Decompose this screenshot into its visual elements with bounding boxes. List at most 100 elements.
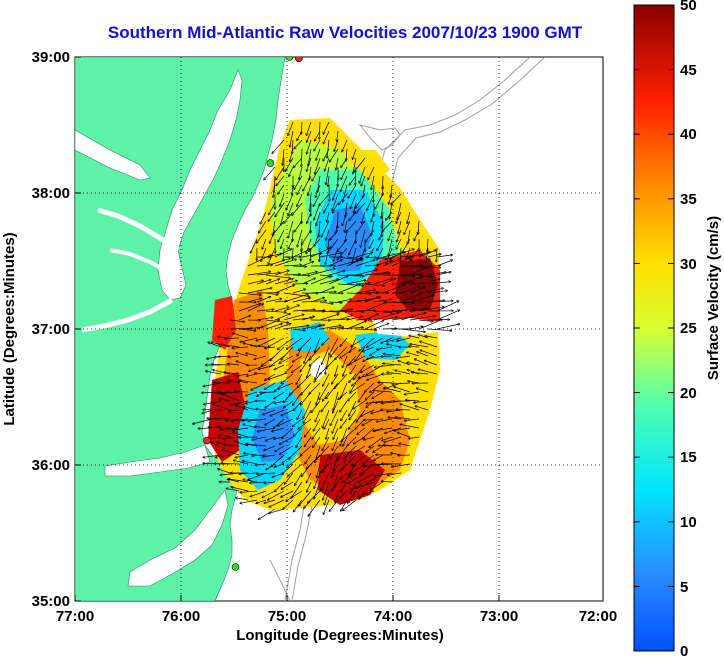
velocity-vector: [355, 193, 366, 208]
james-river: [81, 297, 174, 333]
velocity-vector: [222, 436, 240, 439]
velocity-vector: [332, 373, 339, 384]
velocity-vector: [278, 184, 285, 194]
velocity-vector: [382, 220, 393, 232]
velocity-vector: [274, 324, 291, 330]
velocity-vector: [388, 229, 393, 241]
velocity-vector: [248, 472, 267, 480]
velocity-vector: [366, 400, 375, 407]
velocity-vector: [382, 252, 406, 258]
velocity-vector: [228, 364, 240, 366]
velocity-vector: [350, 445, 366, 455]
velocity-vector: [323, 121, 330, 134]
velocity-vector: [392, 383, 411, 384]
velocity-vector: [367, 193, 375, 210]
velocity-vector: [304, 499, 312, 508]
velocity-vector: [289, 166, 294, 176]
velocity-vector: [364, 436, 375, 440]
velocity-vector: [274, 400, 285, 404]
velocity-vector: [294, 139, 303, 149]
velocity-vector: [334, 472, 339, 488]
velocity-vector: [375, 364, 393, 367]
velocity-vector: [265, 274, 290, 278]
x-tick-label: 75:00: [268, 608, 306, 625]
velocity-vector: [409, 308, 428, 312]
velocity-vector: [273, 220, 285, 235]
velocity-vector: [274, 249, 292, 258]
velocity-vector: [288, 463, 303, 476]
velocity-vector: [270, 346, 285, 361]
velocity-vector: [346, 321, 366, 330]
velocity-vector: [256, 280, 271, 285]
velocity-vector: [224, 372, 240, 375]
velocity-vector: [281, 211, 285, 225]
velocity-vector: [409, 295, 434, 303]
velocity-vector: [281, 373, 294, 383]
velocity-vector: [345, 445, 357, 457]
velocity-vector: [373, 299, 392, 303]
velocity-vector: [229, 319, 244, 322]
velocity-vector: [332, 202, 339, 213]
velocity-vector: [311, 400, 321, 413]
velocity-vector: [325, 355, 330, 374]
velocity-vector: [304, 346, 312, 363]
velocity-vector: [414, 229, 420, 241]
velocity-vector: [364, 292, 378, 293]
x-axis-label: Longitude (Degrees:Minutes): [236, 627, 444, 644]
velocity-vector: [240, 380, 258, 384]
velocity-vector: [236, 353, 249, 357]
velocity-vector: [292, 284, 308, 285]
velocity-vector: [269, 499, 285, 507]
velocity-vector: [396, 410, 411, 411]
velocity-vector: [340, 346, 357, 358]
velocity-vector: [396, 238, 402, 249]
velocity-vector: [307, 130, 312, 142]
velocity-vector: [234, 392, 249, 393]
velocity-field: [208, 118, 440, 510]
x-tick-label: 74:00: [374, 608, 412, 625]
velocity-vectors: [193, 121, 460, 519]
velocity-vector: [333, 427, 339, 439]
velocity-vector: [293, 418, 303, 426]
velocity-vector: [373, 278, 392, 285]
velocity-vector: [236, 405, 249, 411]
velocity-vector: [409, 436, 420, 439]
velocity-vector: [320, 364, 330, 374]
velocity-vector: [372, 391, 384, 399]
velocity-vector: [256, 297, 271, 303]
velocity-vector: [314, 229, 321, 246]
velocity-vector: [337, 274, 364, 276]
velocity-vector: [340, 175, 348, 191]
velocity-vector: [346, 280, 366, 285]
velocity-vector: [262, 490, 276, 498]
velocity-vector: [373, 391, 393, 393]
velocity-vector: [367, 472, 384, 484]
velocity-vector: [398, 220, 402, 233]
velocity-vector: [407, 352, 420, 357]
velocity-vector: [316, 148, 321, 160]
velocity-vector: [366, 445, 375, 452]
velocity-vector: [252, 455, 267, 456]
velocity-vector: [339, 193, 348, 204]
velocity-vector: [352, 247, 357, 263]
velocity-vector: [427, 254, 441, 258]
velocity-vector: [264, 445, 276, 450]
velocity-vector: [217, 392, 231, 393]
velocity-vector: [356, 220, 366, 234]
velocity-vector: [360, 409, 375, 416]
velocity-vector: [272, 472, 285, 477]
velocity-vector: [390, 184, 393, 197]
velocity-vector: [232, 347, 249, 348]
velocity-vector: [274, 301, 287, 302]
velocity-vector: [258, 337, 276, 346]
velocity-vector: [427, 291, 447, 294]
velocity-vector: [308, 499, 321, 516]
velocity-vector: [379, 229, 384, 240]
velocity-vector: [284, 400, 294, 408]
velocity-vector: [297, 184, 303, 195]
velocity-vector: [410, 344, 429, 348]
velocity-vector: [255, 373, 267, 374]
station-marker: [295, 57, 303, 63]
station-marker: [203, 436, 211, 445]
velocity-vector: [198, 428, 213, 429]
